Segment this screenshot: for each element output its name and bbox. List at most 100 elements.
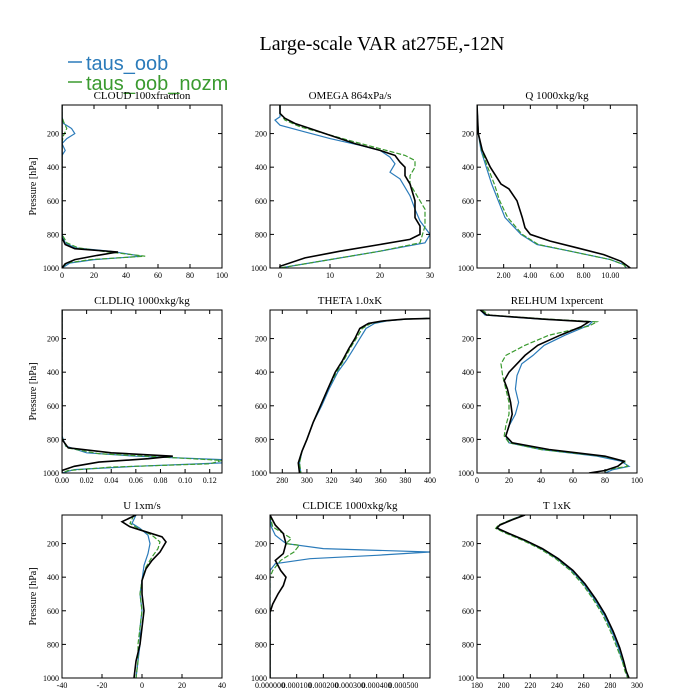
y-tick-label: 200 [462,335,474,344]
plot-frame [269,104,431,269]
series-line-black-2 [297,317,430,473]
x-tick-label: 0.08 [153,476,167,485]
y-tick-label: 800 [47,230,59,239]
y-tick-label: 800 [255,435,267,444]
y-tick-label: 400 [255,573,267,582]
series-line-taus-oob-nozm [477,105,627,268]
x-tick-label: 240 [551,681,563,690]
y-tick-label: 400 [462,368,474,377]
y-tick-label: 800 [255,640,267,649]
x-tick-label: 80 [186,271,194,280]
y-tick-label: 600 [462,197,474,206]
y-tick-label: 200 [47,540,59,549]
x-tick-label: 40 [218,681,226,690]
y-tick-label: 800 [255,230,267,239]
panel-title: OMEGA 864xPa/s [309,90,392,102]
x-tick-label: 400 [424,476,436,485]
panel-title: CLOUD 100xfraction [94,90,191,102]
y-axis-label: Pressure [hPa] [28,362,39,420]
x-tick-label: 0 [60,271,64,280]
x-tick-label: 60 [154,271,162,280]
y-tick-label: 200 [47,130,59,139]
plot-frame [476,514,638,679]
x-tick-label: 0.000000 [255,681,285,690]
y-tick-label: 600 [462,607,474,616]
series-line-taus-oob [298,317,428,473]
x-tick-label: 30 [426,271,434,280]
y-tick-label: 600 [255,402,267,411]
panel-4: CLDLIQ 1000xkg/kg Pressure [hPa] 200 400 600… [28,295,223,485]
plot-frame [269,514,431,679]
y-tick-label: 600 [255,197,267,206]
y-tick-label: 400 [462,163,474,172]
x-tick-label: 320 [326,476,338,485]
series-line-black-2 [62,310,173,473]
x-tick-label: 0.12 [203,476,217,485]
y-tick-label: 400 [47,573,59,582]
y-tick-label: 400 [47,163,59,172]
x-tick-label: 280 [276,476,288,485]
series-line-taus-oob-nozm [298,317,428,473]
x-tick-label: 220 [524,681,536,690]
x-tick-label: -40 [57,681,68,690]
y-tick-label: 800 [47,435,59,444]
x-tick-label: 10 [326,271,334,280]
x-tick-label: 0.06 [129,476,143,485]
x-tick-label: 300 [631,681,643,690]
panel-title: U 1xm/s [123,500,161,512]
x-tick-label: 0.00 [55,476,69,485]
y-tick-label: 200 [47,335,59,344]
panel-title: CLDLIQ 1000xkg/kg [94,295,190,307]
x-tick-label: 40 [122,271,130,280]
plot-frame [61,104,223,269]
x-tick-label: 20 [505,476,513,485]
x-tick-label: 0.000300 [335,681,365,690]
series-line-black-2 [477,105,631,268]
y-axis-label: Pressure [hPa] [28,157,39,215]
x-tick-label: 20 [90,271,98,280]
y-tick-label: 800 [462,230,474,239]
panel-title: RELHUM 1xpercent [511,295,604,307]
x-tick-label: 100 [216,271,228,280]
series-line-black-2 [479,310,626,473]
series-line-taus-oob-nozm [129,515,161,678]
x-tick-label: 0.000100 [282,681,312,690]
panel-2: OMEGA 864xPa/s 200 400 600 800 1000 0 10 20 30 [251,90,434,280]
x-tick-label: 360 [375,476,387,485]
y-axis-label: Pressure [hPa] [28,567,39,625]
x-tick-label: 0.000500 [388,681,418,690]
x-tick-label: 0 [278,271,282,280]
x-tick-label: 300 [301,476,313,485]
x-tick-label: 40 [537,476,545,485]
y-tick-label: 1000 [251,264,267,273]
y-tick-label: 600 [47,402,59,411]
plot-frame [269,309,431,474]
series-line-black-2 [279,105,421,268]
x-tick-label: 180 [471,681,483,690]
x-tick-label: 20 [376,271,384,280]
y-tick-label: 600 [255,607,267,616]
series-line-black-2 [495,515,630,678]
x-tick-label: 6.00 [550,271,564,280]
x-tick-label: 80 [601,476,609,485]
series-line-taus-oob-nozm [62,105,146,268]
legend-label-taus-oob-nozm: taus_oob_nozm [86,73,228,95]
plot-frame [61,309,223,474]
x-tick-label: 0.10 [178,476,192,485]
series-line-taus-oob-nozm [270,515,301,678]
series-line-taus-oob [62,310,222,473]
y-tick-label: 1000 [43,469,59,478]
series-line-black-2 [270,515,287,678]
x-tick-label: 280 [604,681,616,690]
y-tick-label: 800 [462,435,474,444]
x-tick-label: 8.00 [577,271,591,280]
y-tick-label: 1000 [458,674,474,683]
series-line-black-2 [120,515,167,678]
y-tick-label: 600 [47,197,59,206]
panel-8: CLDICE 1000xkg/kg 200 400 600 800 10000.00000… [251,500,431,690]
figure-title: Large-scale VAR at275E,-12N [260,33,505,55]
